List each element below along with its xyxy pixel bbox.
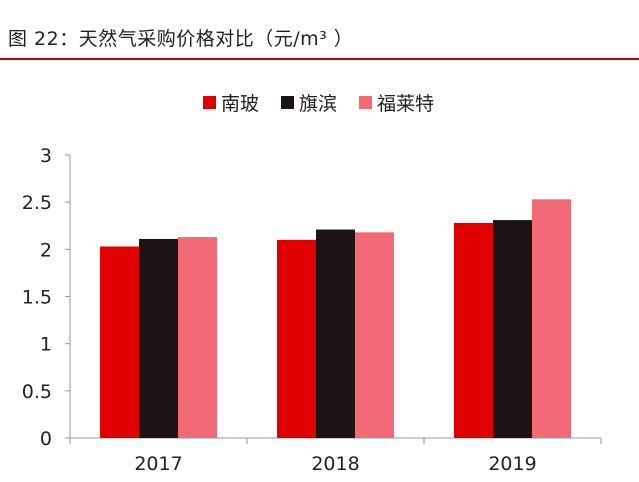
x-tick-label-2018: 2018: [311, 453, 359, 475]
legend-swatch-2: [281, 96, 294, 109]
y-tick-label: 0.5: [22, 381, 52, 403]
bar-2018-3: [355, 232, 394, 438]
bar-2017-3: [178, 237, 217, 438]
y-tick-label: 2: [40, 239, 52, 261]
y-tick-label: 3: [40, 145, 52, 167]
legend-label-3: 福莱特: [377, 93, 434, 115]
y-tick-label: 1.5: [22, 287, 52, 309]
x-tick-label-2017: 2017: [134, 453, 182, 475]
legend-label-2: 旗滨: [299, 93, 337, 115]
legend-swatch-3: [359, 96, 372, 109]
y-axis: 0 0.5 1 1.5 2 2.5 3: [22, 145, 71, 450]
x-axis: 2017 2018 2019: [69, 437, 602, 475]
legend: 南玻 旗滨 福莱特: [203, 93, 434, 115]
bar-2019-1: [454, 222, 493, 438]
bar-2018-1: [277, 239, 316, 438]
title-rule: [0, 58, 639, 60]
bar-2017-1: [100, 246, 139, 438]
bar-2019-3: [532, 199, 571, 438]
bars: [100, 199, 571, 438]
y-tick-label: 0: [40, 428, 52, 450]
x-tick-label-2019: 2019: [488, 453, 536, 475]
bar-2019-2: [493, 220, 532, 438]
legend-label-1: 南玻: [221, 93, 259, 115]
legend-swatch-1: [203, 96, 216, 109]
bar-2018-2: [316, 229, 355, 438]
y-tick-label: 1: [40, 334, 52, 356]
figure-title: 图 22：天然气采购价格对比（元/m³ ）: [8, 28, 354, 50]
y-tick-label: 2.5: [22, 192, 52, 214]
bar-2017-2: [139, 238, 178, 438]
